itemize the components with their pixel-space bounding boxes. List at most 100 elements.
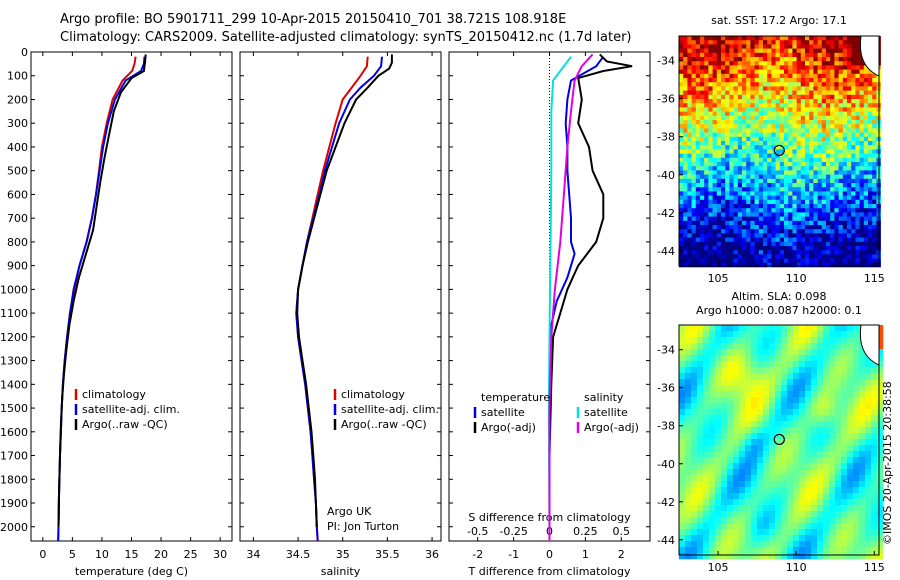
heatmap-cell — [733, 57, 739, 62]
heatmap-cell — [838, 99, 844, 104]
heatmap-cell — [712, 216, 718, 222]
heatmap-cell — [715, 463, 722, 470]
heatmap-cell — [727, 415, 734, 422]
heatmap-cell — [826, 157, 831, 163]
heatmap-cell — [868, 99, 873, 104]
heatmap-cell — [841, 349, 848, 356]
heatmap-cell — [725, 254, 730, 259]
heatmap-cell — [847, 174, 852, 180]
heatmap-cell — [725, 225, 730, 230]
heatmap-cell — [763, 337, 770, 344]
heatmap-cell — [817, 208, 823, 213]
heatmap-cell — [775, 493, 782, 500]
x-tick-label: 2 — [618, 548, 625, 561]
heatmap-cell — [821, 233, 827, 238]
heatmap-cell — [721, 517, 728, 524]
heatmap-cell — [826, 233, 831, 238]
heatmap-cell — [709, 409, 716, 416]
heatmap-cell — [799, 463, 806, 470]
y-tick-label: 100 — [7, 70, 28, 83]
heatmap-cell — [687, 237, 692, 243]
heatmap-cell — [835, 457, 842, 464]
heatmap-cell — [817, 73, 823, 79]
heatmap-cell — [826, 174, 831, 180]
heatmap-cell — [805, 349, 812, 356]
heatmap-cell — [784, 204, 789, 209]
heatmap-cell — [679, 258, 684, 264]
heatmap-cell — [838, 237, 844, 243]
heatmap-cell — [727, 325, 734, 332]
heatmap-cell — [835, 517, 842, 524]
heatmap-cell — [817, 178, 823, 184]
heatmap-cell — [792, 199, 797, 205]
heatmap-cell — [821, 241, 827, 247]
heatmap-cell — [767, 199, 772, 205]
heatmap-cell — [700, 149, 705, 154]
heatmap-cell — [715, 523, 722, 530]
heatmap-cell — [763, 475, 770, 482]
heatmap-cell — [829, 487, 836, 494]
heatmap-cell — [851, 115, 856, 121]
heatmap-cell — [758, 262, 764, 268]
heatmap-cell — [841, 529, 848, 536]
heatmap-cell — [855, 48, 860, 54]
heatmap-cell — [775, 254, 781, 259]
heatmap-cell — [771, 220, 776, 226]
heatmap-cell — [851, 90, 856, 96]
heatmap-cell — [771, 216, 776, 222]
heatmap-cell — [716, 195, 722, 201]
heatmap-cell — [733, 157, 739, 163]
y-tick-label: 1900 — [0, 497, 28, 510]
heatmap-cell — [792, 107, 797, 112]
heatmap-cell — [872, 86, 877, 91]
heatmap-cell — [737, 73, 743, 79]
heatmap-cell — [763, 409, 770, 416]
heatmap-cell — [733, 52, 739, 58]
heatmap-cell — [708, 162, 713, 167]
heatmap-cell — [683, 149, 688, 154]
heatmap-cell — [842, 61, 848, 66]
heatmap-cell — [754, 145, 760, 150]
heatmap-cell — [847, 225, 852, 230]
heatmap-cell — [863, 262, 869, 268]
heatmap-cell — [733, 145, 739, 150]
heatmap-cell — [809, 246, 814, 251]
heatmap-cell — [679, 216, 684, 222]
heatmap-cell — [733, 535, 740, 542]
heatmap-cell — [697, 409, 704, 416]
heatmap-cell — [800, 195, 806, 201]
heatmap-cell — [835, 385, 842, 392]
heatmap-cell — [721, 233, 726, 238]
heatmap-cell — [737, 120, 743, 125]
heatmap-cell — [851, 69, 856, 75]
heatmap-cell — [767, 170, 772, 175]
heatmap-cell — [813, 225, 818, 230]
heatmap-cell — [871, 511, 878, 518]
x-axis-label: temperature (deg C) — [75, 565, 188, 578]
heatmap-cell — [691, 481, 698, 488]
heatmap-cell — [847, 529, 854, 536]
heatmap-cell — [697, 505, 704, 512]
heatmap-cell — [727, 343, 734, 350]
heatmap-cell — [868, 157, 873, 163]
heatmap-cell — [687, 94, 692, 100]
heatmap-cell — [767, 90, 772, 96]
heatmap-cell — [739, 349, 746, 356]
heatmap-cell — [685, 481, 692, 488]
heatmap-cell — [697, 361, 704, 368]
heatmap-cell — [842, 107, 848, 112]
heatmap-cell — [781, 433, 788, 440]
heatmap-cell — [757, 331, 764, 338]
heatmap-cell — [737, 40, 743, 45]
heatmap-cell — [700, 199, 705, 205]
heatmap-cell — [779, 241, 785, 247]
heatmap-cell — [704, 204, 709, 209]
heatmap-cell — [704, 229, 709, 234]
heatmap-cell — [695, 241, 701, 247]
heatmap-cell — [716, 187, 722, 192]
heatmap-cell — [708, 178, 713, 184]
heatmap-cell — [853, 325, 860, 332]
heatmap-cell — [757, 505, 764, 512]
heatmap-cell — [853, 529, 860, 536]
heatmap-cell — [775, 170, 781, 175]
